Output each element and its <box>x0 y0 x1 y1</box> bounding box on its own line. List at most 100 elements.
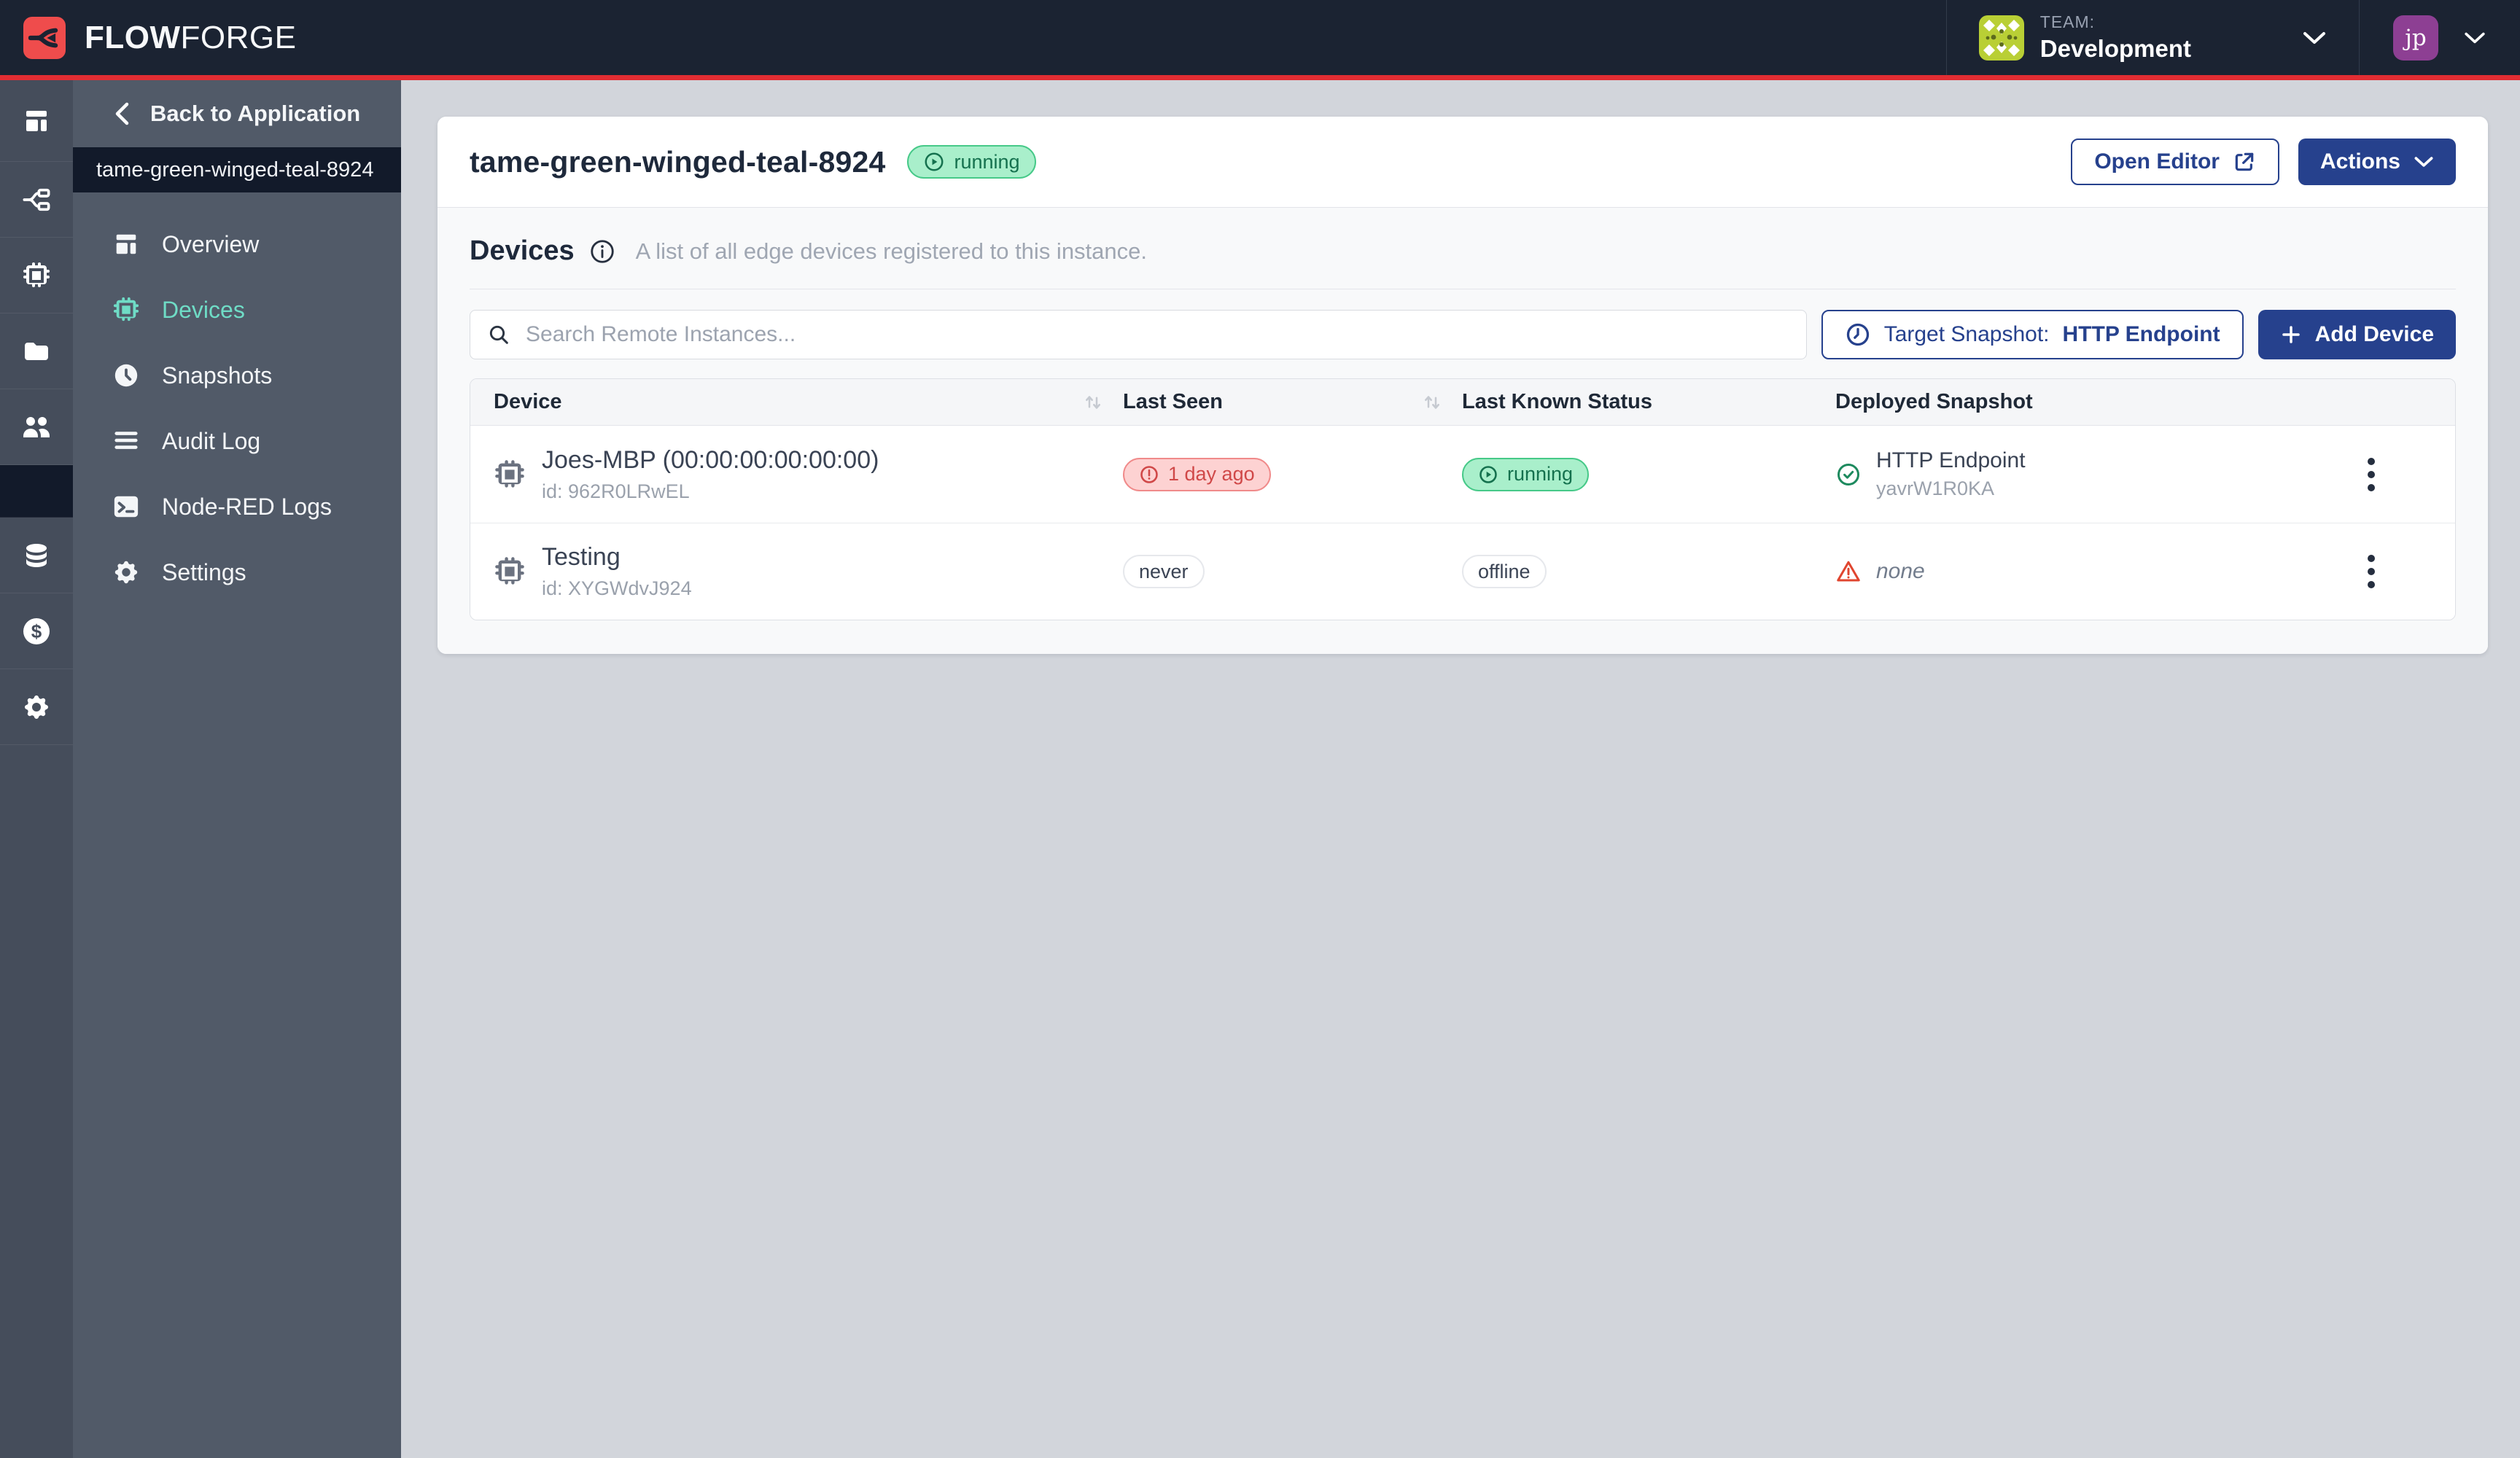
search-icon <box>489 325 508 344</box>
sort-icon[interactable] <box>1082 391 1104 413</box>
sidebar-item-audit-log[interactable]: Audit Log <box>73 408 401 474</box>
chevron-down-icon <box>2414 157 2433 167</box>
sidebar-instance-name[interactable]: tame-green-winged-teal-8924 <box>73 147 401 192</box>
last-seen-badge: 1 day ago <box>1123 457 1271 491</box>
column-deployed-snapshot[interactable]: Deployed Snapshot <box>1835 390 2033 413</box>
exclamation-circle-icon <box>1140 465 1158 483</box>
chip-icon <box>113 297 139 321</box>
page-title: tame-green-winged-teal-8924 <box>470 144 886 179</box>
template-icon <box>116 234 136 254</box>
rail-devices-icon[interactable] <box>0 238 73 313</box>
device-name[interactable]: Testing <box>542 543 621 571</box>
brand: FLOWFORGE <box>23 16 296 59</box>
rail-members-icon[interactable] <box>0 389 73 465</box>
sidebar-menu: Overview Devices Snapshots Audit Log Nod… <box>73 192 401 605</box>
search-box <box>470 310 1807 359</box>
rail-billing-icon[interactable]: $ <box>0 593 73 669</box>
actions-label: Actions <box>2319 149 2400 174</box>
brand-flow: FLOW <box>85 19 181 55</box>
sidebar-item-label: Node-RED Logs <box>162 493 332 520</box>
devices-section: Devices A list of all edge devices regis… <box>438 208 2488 654</box>
target-snapshot-value: HTTP Endpoint <box>2062 322 2220 346</box>
gear-icon <box>114 561 138 584</box>
back-to-application[interactable]: Back to Application <box>73 80 401 147</box>
actions-button[interactable]: Actions <box>2298 139 2456 185</box>
table-header: Device Last Seen Last Known Status Deplo… <box>470 379 2455 426</box>
open-editor-button[interactable]: Open Editor <box>2071 139 2279 185</box>
add-device-button[interactable]: Add Device <box>2258 310 2456 359</box>
row-actions-menu[interactable] <box>2360 451 2382 499</box>
column-last-known-status[interactable]: Last Known Status <box>1462 390 1653 413</box>
snapshot-name: HTTP Endpoint <box>1876 448 2026 472</box>
icon-rail: $ <box>0 80 73 1458</box>
sidebar-item-node-red-logs[interactable]: Node-RED Logs <box>73 474 401 539</box>
nav-divider <box>1945 0 1947 75</box>
main-content: tame-green-winged-teal-8924 running Open… <box>401 80 2520 1458</box>
sidebar-item-label: Overview <box>162 230 260 257</box>
user-menu[interactable]: jp <box>2360 0 2520 75</box>
device-name[interactable]: Joes-MBP (00:00:00:00:00:00) <box>542 445 879 474</box>
column-last-seen[interactable]: Last Seen <box>1123 390 1223 413</box>
back-label: Back to Application <box>150 101 361 126</box>
status-text: running <box>954 150 1020 173</box>
sidebar-item-overview[interactable]: Overview <box>73 211 401 277</box>
chevron-left-icon <box>115 102 129 125</box>
sidebar-item-snapshots[interactable]: Snapshots <box>73 343 401 408</box>
chevron-down-icon <box>2303 31 2325 44</box>
open-editor-label: Open Editor <box>2094 149 2220 174</box>
last-seen-text: never <box>1139 560 1189 582</box>
warning-triangle-icon <box>1837 561 1860 582</box>
brand-forge: FORGE <box>180 19 297 55</box>
clock-icon <box>114 364 138 387</box>
search-input[interactable] <box>470 310 1807 359</box>
sidebar-item-label: Snapshots <box>162 362 273 389</box>
rail-pipelines-icon[interactable] <box>0 162 73 238</box>
table-row[interactable]: Testing id: XYGWdvJ924 never <box>470 523 2455 620</box>
rail-settings-icon[interactable] <box>0 669 73 745</box>
sidebar-item-devices[interactable]: Devices <box>73 277 401 343</box>
rail-library-icon[interactable] <box>0 313 73 389</box>
instance-header: tame-green-winged-teal-8924 running Open… <box>438 117 2488 208</box>
rail-data-icon[interactable] <box>0 518 73 593</box>
devices-table: Device Last Seen Last Known Status Deplo… <box>470 378 2456 620</box>
team-name: Development <box>2039 35 2191 62</box>
brand-wordmark: FLOWFORGE <box>85 20 296 56</box>
target-snapshot-button[interactable]: Target Snapshot: HTTP Endpoint <box>1821 310 2244 359</box>
device-id: id: XYGWdvJ924 <box>542 577 692 599</box>
external-link-icon <box>2235 152 2254 171</box>
status-text: offline <box>1478 560 1531 582</box>
add-device-label: Add Device <box>2314 322 2434 346</box>
plus-icon <box>2282 326 2300 343</box>
sort-icon[interactable] <box>1421 391 1443 413</box>
sidebar-item-settings[interactable]: Settings <box>73 539 401 605</box>
device-status-badge: offline <box>1462 555 1547 588</box>
snapshot-none: none <box>1876 559 1925 583</box>
devices-description: A list of all edge devices registered to… <box>635 238 1148 264</box>
nav-divider <box>2359 0 2360 75</box>
terminal-icon <box>114 496 139 518</box>
snapshot-id: yavrW1R0KA <box>1876 477 1995 499</box>
column-device[interactable]: Device <box>494 390 562 413</box>
sidebar-item-label: Devices <box>162 296 245 323</box>
check-circle-icon <box>1838 463 1859 486</box>
instance-status-badge: running <box>907 145 1036 179</box>
table-row[interactable]: Joes-MBP (00:00:00:00:00:00) id: 962R0LR… <box>470 426 2455 523</box>
rail-active-slot[interactable] <box>0 465 73 518</box>
team-switcher[interactable]: TEAM: Development <box>1947 0 2359 75</box>
status-text: running <box>1507 463 1574 485</box>
devices-toolbar: Target Snapshot: HTTP Endpoint Add Devic… <box>470 310 2456 359</box>
top-navigation: FLOWFORGE <box>0 0 2520 80</box>
chip-icon <box>495 557 524 585</box>
target-snapshot-label: Target Snapshot: <box>1883 322 2050 346</box>
info-icon[interactable] <box>589 238 615 265</box>
play-circle-icon <box>1479 465 1497 483</box>
team-label: TEAM: <box>2039 12 2096 31</box>
sidebar-item-label: Settings <box>162 558 246 585</box>
device-id: id: 962R0LRwEL <box>542 480 690 502</box>
rail-projects-icon[interactable] <box>0 80 73 162</box>
team-avatar <box>1978 15 2024 61</box>
chevron-down-icon <box>2465 32 2485 43</box>
device-status-badge: running <box>1462 457 1590 491</box>
row-actions-menu[interactable] <box>2360 547 2382 596</box>
last-seen-badge: never <box>1123 555 1205 588</box>
